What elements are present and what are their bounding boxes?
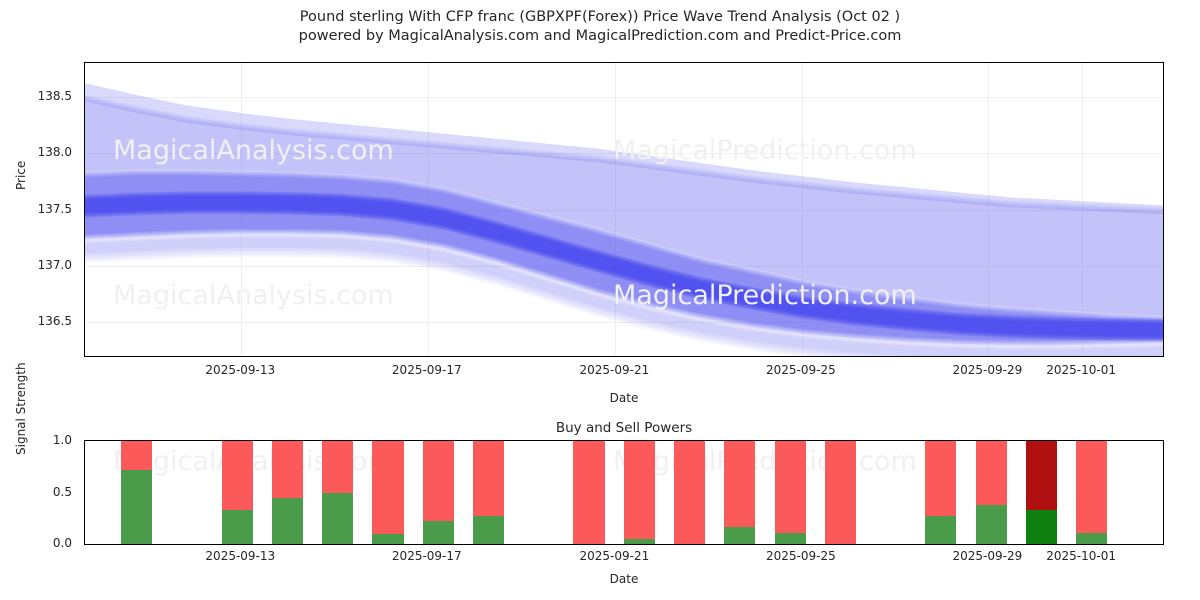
buy-power-bar [423,521,454,544]
watermark-6: MagicalPrediction.com [613,446,917,477]
buy-power-bar [1026,510,1057,544]
sell-power-bar [724,441,755,526]
title-line-1: Pound sterling With CFP franc (GBPXPF(Fo… [0,8,1200,27]
buy-power-bar [976,505,1007,544]
buy-power-bar [775,533,806,544]
bottom-chart-xlabel: Date [84,572,1164,586]
top-chart-ylabel: Price [14,161,28,190]
bottom-xtick-label: 2025-09-25 [766,549,836,563]
top-ytick-label: 136.5 [12,314,72,328]
sell-power-bar [372,441,403,534]
bottom-xtick-label: 2025-10-01 [1046,549,1116,563]
sell-power-bar [322,441,353,493]
top-xtick-label: 2025-09-21 [580,363,650,377]
buy-power-bar [222,510,253,544]
top-ytick-label: 137.5 [12,202,72,216]
chart-page: Pound sterling With CFP franc (GBPXPF(Fo… [0,0,1200,600]
bottom-ytick-label: 1.0 [12,433,72,447]
buy-power-bar [322,493,353,545]
sell-power-bar [674,441,705,544]
sell-power-bar [473,441,504,516]
buy-power-bar [272,498,303,544]
bottom-chart-title: Buy and Sell Powers [84,420,1164,436]
sell-power-bar [775,441,806,533]
bottom-xtick-label: 2025-09-17 [392,549,462,563]
buy-power-bar [1076,533,1107,544]
sell-power-bar [423,441,454,521]
sell-power-bar [976,441,1007,505]
sell-power-bar [624,441,655,539]
bottom-ytick-label: 0.5 [12,485,72,499]
price-wave-bands [85,63,1163,356]
bottom-xtick-label: 2025-09-29 [952,549,1022,563]
buy-power-bar [372,534,403,544]
top-xtick-label: 2025-09-17 [392,363,462,377]
buy-power-bar [121,470,152,544]
sell-power-bar [121,441,152,470]
top-xtick-label: 2025-10-01 [1046,363,1116,377]
sell-power-bar [573,441,604,544]
top-xtick-label: 2025-09-29 [952,363,1022,377]
sell-power-bar [222,441,253,510]
sell-power-bar [825,441,856,544]
price-wave-trend-plot: MagicalAnalysis.com MagicalPrediction.co… [84,62,1164,357]
top-ytick-label: 138.0 [12,145,72,159]
top-xtick-label: 2025-09-13 [205,363,275,377]
buy-power-bar [624,539,655,544]
top-ytick-label: 137.0 [12,258,72,272]
sell-power-bar [925,441,956,516]
page-title: Pound sterling With CFP franc (GBPXPF(Fo… [0,8,1200,46]
bottom-xtick-label: 2025-09-13 [205,549,275,563]
buy-power-bar [724,527,755,545]
buy-power-bar [473,516,504,544]
top-chart-xlabel: Date [84,391,1164,405]
top-xtick-label: 2025-09-25 [766,363,836,377]
title-line-2: powered by MagicalAnalysis.com and Magic… [0,27,1200,46]
sell-power-bar [272,441,303,498]
sell-power-bar [1026,441,1057,510]
bottom-xtick-label: 2025-09-21 [580,549,650,563]
top-ytick-label: 138.5 [12,89,72,103]
bottom-ytick-label: 0.0 [12,536,72,550]
buy-sell-powers-plot: MagicalAnalysis.com MagicalPrediction.co… [84,440,1164,545]
sell-power-bar [1076,441,1107,533]
buy-power-bar [925,516,956,544]
